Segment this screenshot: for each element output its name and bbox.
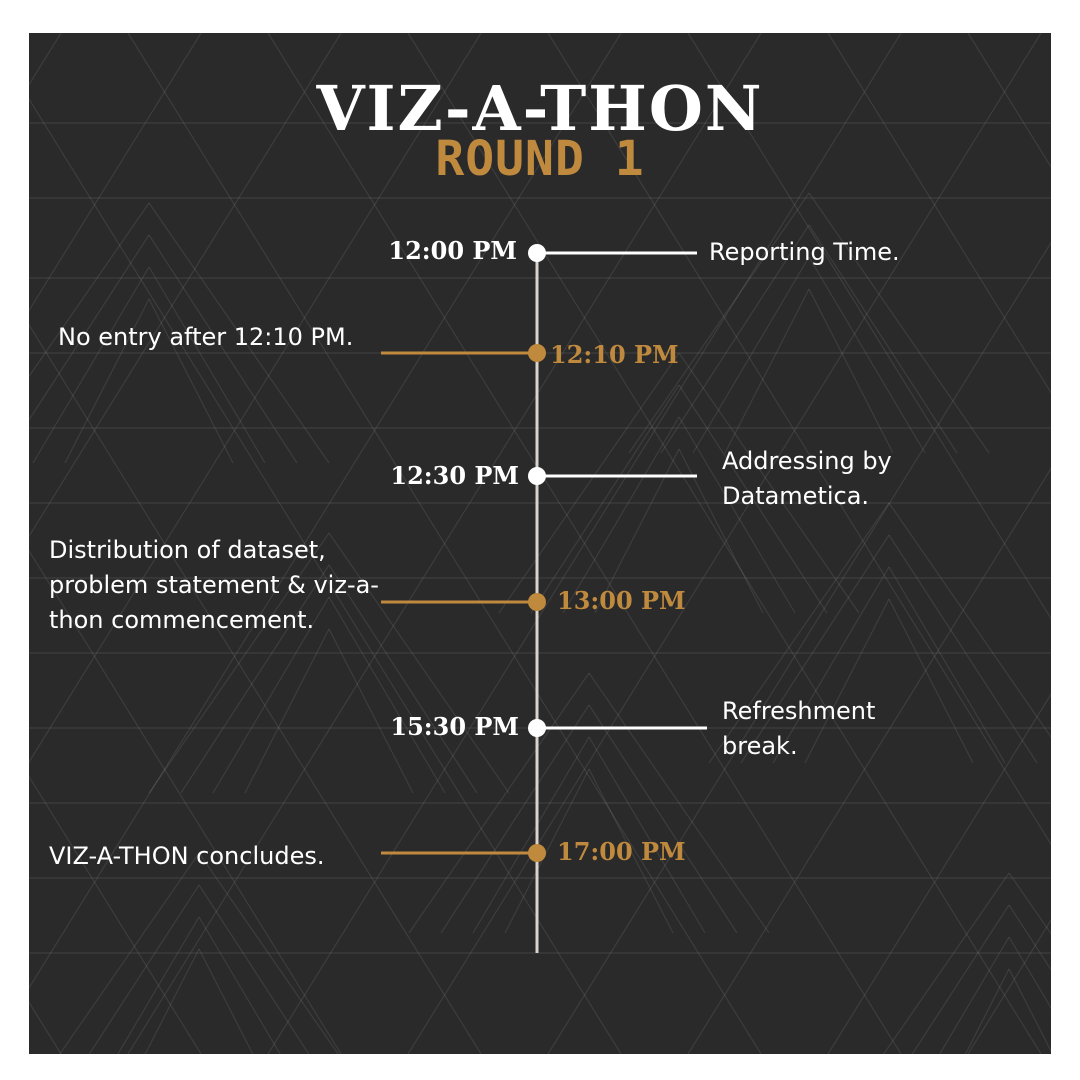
event-description-3: Addressing by Datametica. — [722, 447, 892, 510]
event-time-6: 17:00 PM — [557, 837, 686, 866]
background-pattern — [29, 33, 1051, 1054]
timeline-dot-1 — [528, 244, 546, 262]
event-description-6: VIZ-A-THON concludes. — [49, 842, 325, 870]
event-time-2: 12:10 PM — [550, 340, 679, 369]
event-description-4: Distribution of dataset, problem stateme… — [49, 536, 379, 634]
timeline-dot-6 — [528, 844, 546, 862]
poster: VIZ-A-THON ROUND 1 12:00 PM Reporting Ti… — [29, 33, 1051, 1054]
timeline-dot-5 — [528, 719, 546, 737]
subtitle: ROUND 1 — [435, 131, 645, 187]
event-description-5: Refreshment break. — [722, 697, 876, 760]
event-time-4: 13:00 PM — [557, 586, 686, 615]
timeline-dot-2 — [528, 344, 546, 362]
event-time-1: 12:00 PM — [388, 236, 517, 265]
timeline-dot-3 — [528, 467, 546, 485]
event-description-1: Reporting Time. — [709, 238, 900, 266]
timeline — [381, 244, 707, 953]
event-time-5: 15:30 PM — [390, 712, 519, 741]
event-time-3: 12:30 PM — [390, 461, 519, 490]
event-description-2: No entry after 12:10 PM. — [58, 323, 354, 351]
title: VIZ-A-THON — [316, 72, 764, 145]
timeline-dot-4 — [528, 593, 546, 611]
